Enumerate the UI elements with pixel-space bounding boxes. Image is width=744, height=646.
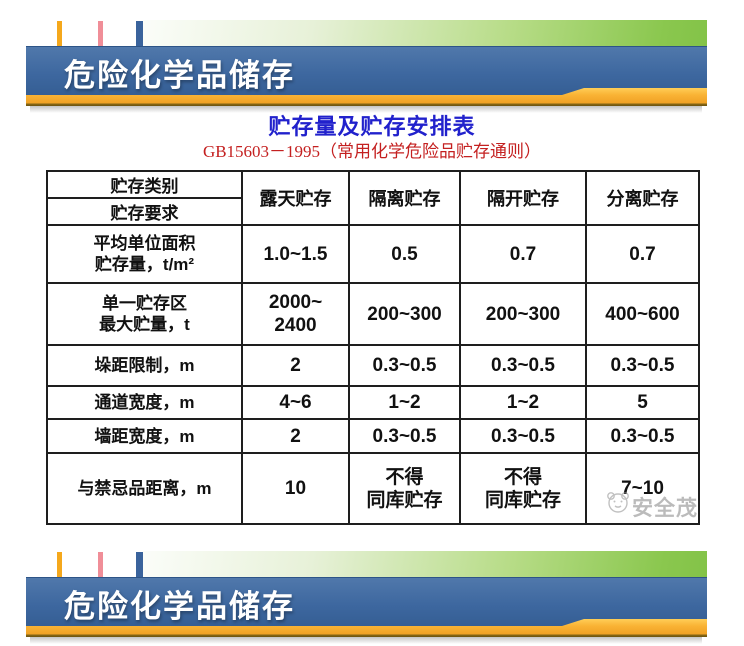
cell-value: 不得 同库贮存 [459,452,587,525]
table-row: 墙距宽度，m 2 0.3~0.5 0.3~0.5 0.3~0.5 [46,418,700,454]
banner-blue-band: 危险化学品储存 [26,46,707,98]
banner-top: 危险化学品储存 [0,0,744,114]
banner-blue-band: 危险化学品储存 [26,577,707,629]
cell-value: 0.3~0.5 [348,418,461,454]
cell-value: 1~2 [459,385,587,420]
corner-cell-top: 贮存类别 [48,172,241,199]
corner-cell: 贮存类别 贮存要求 [46,170,243,226]
storage-table: 贮存类别 贮存要求 露天贮存 隔离贮存 隔开贮存 分离贮存 平均单位面积 贮存量，… [46,170,700,525]
cell-value: 7~10 安全茂 [585,452,700,525]
cell-value: 0.5 [348,224,461,284]
row-label: 与禁忌品距离，m [46,452,243,525]
banner-shadow [30,106,702,113]
table-header-row: 贮存类别 贮存要求 露天贮存 隔离贮存 隔开贮存 分离贮存 [46,170,700,226]
row-label: 单一贮存区 最大贮量，t [46,282,243,346]
cell-value: 0.3~0.5 [585,418,700,454]
table-row: 垛距限制，m 2 0.3~0.5 0.3~0.5 0.3~0.5 [46,344,700,387]
cell-value: 1~2 [348,385,461,420]
green-gradient-bar [143,551,707,577]
cell-value: 2 [241,344,350,387]
table-row: 平均单位面积 贮存量，t/m² 1.0~1.5 0.5 0.7 0.7 [46,224,700,284]
column-header: 隔开贮存 [459,170,587,226]
deco-bar-blue [136,552,143,577]
cell-value: 0.7 [459,224,587,284]
banner-bottom: 危险化学品储存 [0,531,744,645]
banner-shadow [30,637,702,644]
cell-value: 0.3~0.5 [459,344,587,387]
column-header: 隔离贮存 [348,170,461,226]
row-label: 通道宽度，m [46,385,243,420]
cell-value: 2000~ 2400 [241,282,350,346]
column-header: 露天贮存 [241,170,350,226]
deco-bar-pink [98,21,103,46]
deco-bar-orange [57,552,62,577]
table-row: 单一贮存区 最大贮量，t 2000~ 2400 200~300 200~300 40… [46,282,700,346]
banner-title: 危险化学品储存 [64,589,295,624]
cell-value: 400~600 [585,282,700,346]
corner-cell-bottom: 贮存要求 [110,204,179,223]
cell-value: 10 [241,452,350,525]
row-label: 平均单位面积 贮存量，t/m² [46,224,243,284]
cell-value: 4~6 [241,385,350,420]
deco-bar-pink [98,552,103,577]
row-label: 垛距限制，m [46,344,243,387]
cell-value: 2 [241,418,350,454]
cell-value: 0.7 [585,224,700,284]
row-label: 墙距宽度，m [46,418,243,454]
banner-title: 危险化学品储存 [64,58,295,93]
table-row: 与禁忌品距离，m 10 不得 同库贮存 不得 同库贮存 7~10 [46,452,700,525]
cell-value: 5 [585,385,700,420]
cell-value: 200~300 [348,282,461,346]
table-title: 贮存量及贮存安排表 [268,114,476,139]
cell-value: 0.3~0.5 [459,418,587,454]
storage-table-wrap: 贮存类别 贮存要求 露天贮存 隔离贮存 隔开贮存 分离贮存 平均单位面积 贮存量，… [46,170,700,525]
cell-value: 1.0~1.5 [241,224,350,284]
green-gradient-bar [143,20,707,46]
watermark-text: 安全茂 [632,497,698,520]
cell-value: 0.3~0.5 [348,344,461,387]
cell-value: 200~300 [459,282,587,346]
table-subtitle: GB15603－1995（常用化学危险品贮存通则） [202,142,542,161]
table-row: 通道宽度，m 4~6 1~2 1~2 5 [46,385,700,420]
deco-bar-blue [136,21,143,46]
cell-value: 0.3~0.5 [585,344,700,387]
cell-value: 不得 同库贮存 [348,452,461,525]
deco-bar-orange [57,21,62,46]
title-block: 贮存量及贮存安排表 GB15603－1995（常用化学危险品贮存通则） [0,114,744,163]
column-header: 分离贮存 [585,170,700,226]
